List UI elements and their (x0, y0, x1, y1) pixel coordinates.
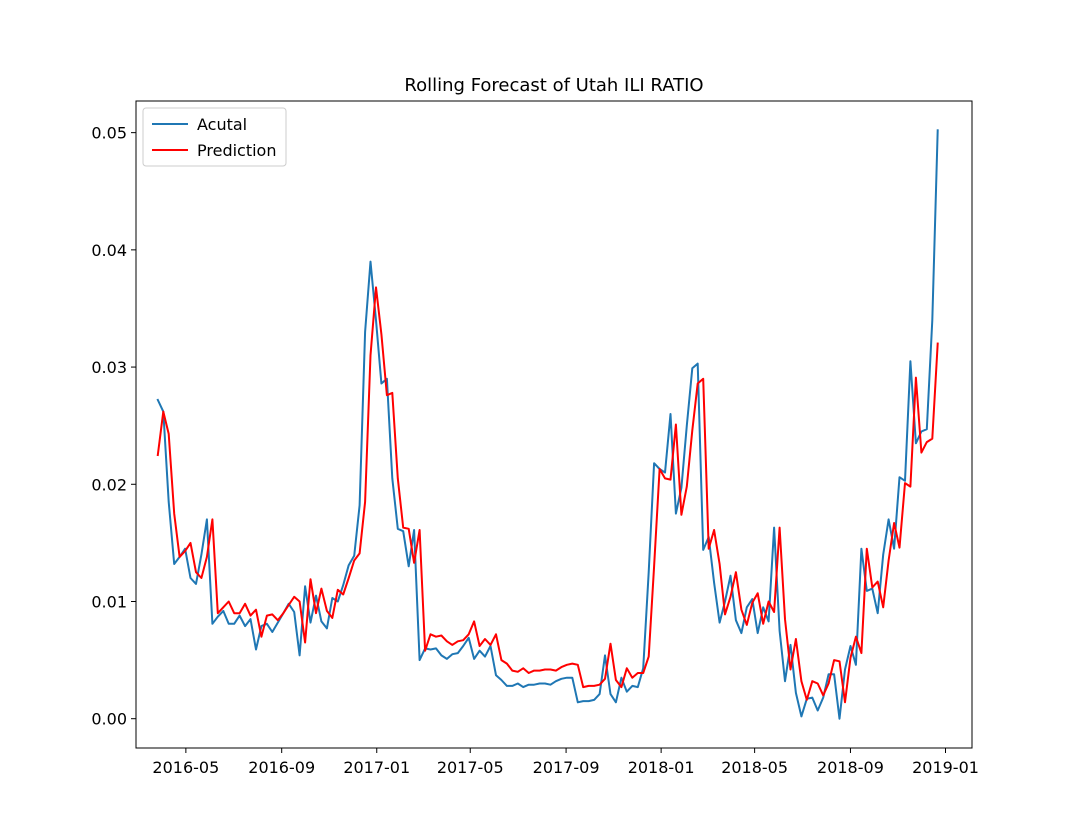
x-tick-label: 2018-05 (721, 758, 788, 777)
x-axis: 2016-05 2016-09 2017-01 2017-05 2017-09 2018-… (152, 748, 979, 777)
y-tick-label: 0.03 (91, 358, 127, 377)
y-tick-label: 0.00 (91, 710, 127, 729)
legend-box (142, 107, 287, 167)
y-tick-label: 0.05 (91, 124, 127, 143)
chart-title: Rolling Forecast of Utah ILI RATIO (404, 75, 703, 96)
x-tick-label: 2017-01 (343, 758, 410, 777)
plot-frame (135, 100, 973, 749)
y-axis: 0.00 0.01 0.02 0.03 0.04 0.05 (91, 124, 136, 729)
y-tick-label: 0.04 (91, 241, 127, 260)
series-line-prediction (156, 286, 939, 704)
x-tick-label: 2017-09 (533, 758, 600, 777)
y-tick-label: 0.02 (91, 475, 127, 494)
x-tick-label: 2017-05 (437, 758, 504, 777)
y-tick-label: 0.01 (91, 592, 127, 611)
plot-lines (156, 129, 939, 720)
x-tick-label: 2019-01 (912, 758, 979, 777)
x-tick-label: 2018-01 (628, 758, 695, 777)
x-tick-label: 2016-09 (248, 758, 315, 777)
legend-label-acutal: Acutal (197, 115, 247, 134)
x-tick-label: 2018-09 (817, 758, 884, 777)
x-tick-label: 2016-05 (152, 758, 219, 777)
legend: Acutal Prediction (142, 107, 287, 167)
legend-label-prediction: Prediction (197, 141, 276, 160)
